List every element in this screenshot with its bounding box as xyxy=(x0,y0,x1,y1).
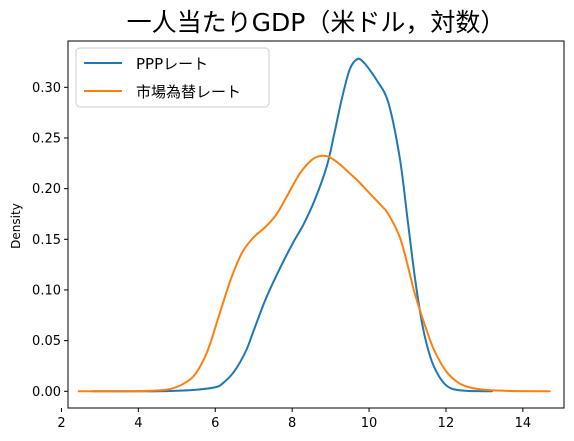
x-tick-label-2: 6 xyxy=(211,416,219,431)
series-layer xyxy=(77,57,551,393)
legend-label-market: 市場為替レート xyxy=(136,83,241,101)
legend-label-ppp: PPPレート xyxy=(136,55,208,73)
x-tick-label-1: 4 xyxy=(134,416,142,431)
plot-frame xyxy=(67,40,565,409)
y-tick-label-6: 0.30 xyxy=(32,81,61,96)
legend: PPPレート 市場為替レート xyxy=(75,47,270,108)
y-axis-label: Density xyxy=(9,203,23,249)
chart-title: 一人当たりGDP（米ドル，対数） xyxy=(127,8,506,37)
y-tick-label-1: 0.05 xyxy=(32,334,61,349)
legend-box xyxy=(75,47,270,108)
y-tick-label-0: 0.00 xyxy=(32,385,61,400)
y-tick-label-5: 0.25 xyxy=(32,131,61,146)
y-tick-label-4: 0.20 xyxy=(32,182,61,197)
tick-layer: 2 4 6 8 10 12 14 0.00 0.05 0.10 0.15 0.20 0.25 0.30 xyxy=(32,81,531,431)
series-line-0 xyxy=(91,57,494,393)
x-tick-label-4: 10 xyxy=(361,416,378,431)
x-tick-label-0: 2 xyxy=(57,416,65,431)
x-tick-label-5: 12 xyxy=(438,416,455,431)
x-tick-label-3: 8 xyxy=(288,416,296,431)
series-line-1 xyxy=(77,154,551,393)
y-tick-label-3: 0.15 xyxy=(32,233,61,248)
x-tick-label-6: 14 xyxy=(515,416,532,431)
y-tick-label-2: 0.10 xyxy=(32,283,61,298)
